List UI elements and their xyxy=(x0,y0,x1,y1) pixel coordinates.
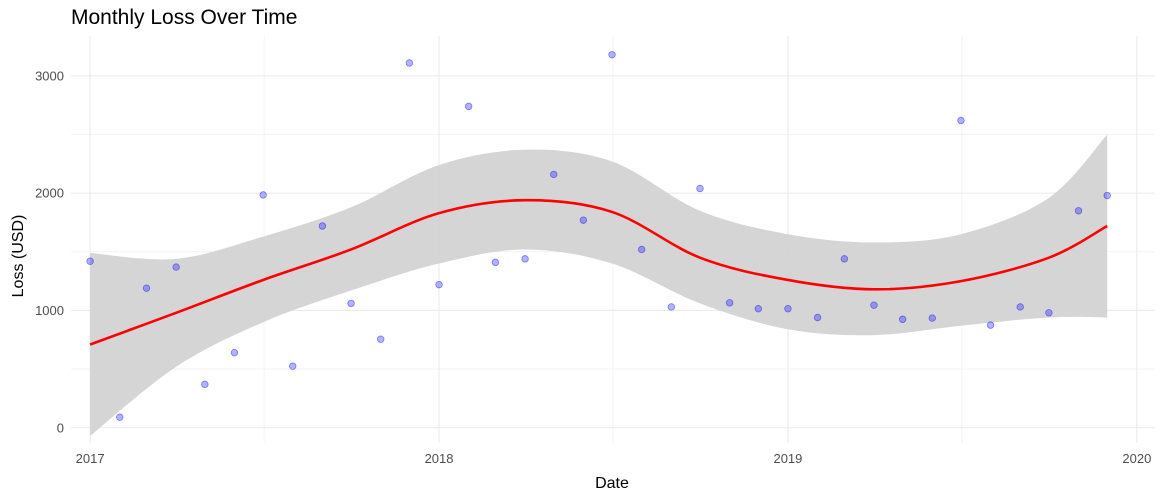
data-point xyxy=(986,321,995,329)
x-tick-labels: 2017 2018 2019 2020 xyxy=(76,451,1152,466)
data-point xyxy=(86,257,94,265)
data-point xyxy=(377,335,385,343)
x-tick-label: 2017 xyxy=(76,451,105,466)
data-point xyxy=(142,284,151,292)
data-point xyxy=(1103,191,1111,200)
data-point xyxy=(1016,303,1024,311)
data-point xyxy=(347,299,355,308)
data-point xyxy=(405,59,414,67)
data-point xyxy=(1045,309,1053,317)
y-tick-label: 0 xyxy=(57,420,64,435)
data-point xyxy=(550,170,558,179)
data-point xyxy=(813,313,822,322)
x-tick-label: 2020 xyxy=(1122,451,1151,466)
smooth-line xyxy=(89,198,1108,346)
data-point xyxy=(172,263,180,271)
data-point xyxy=(116,413,124,421)
data-point xyxy=(957,116,965,125)
data-point xyxy=(608,51,616,59)
data-point xyxy=(491,258,500,267)
confidence-band xyxy=(90,134,1108,436)
data-point xyxy=(259,191,267,199)
y-tick-label: 3000 xyxy=(35,68,64,83)
chart-title: Monthly Loss Over Time xyxy=(71,6,298,29)
data-point xyxy=(464,102,473,111)
data-point xyxy=(435,280,443,289)
data-point xyxy=(667,303,676,311)
data-point xyxy=(289,362,297,370)
x-tick-label: 2019 xyxy=(773,451,802,466)
x-tick-label: 2018 xyxy=(425,451,454,466)
y-tick-label: 2000 xyxy=(35,186,64,201)
y-tick-labels: 0 1000 2000 3000 xyxy=(35,68,64,435)
data-point xyxy=(840,255,849,263)
data-point xyxy=(637,245,646,254)
data-point xyxy=(521,255,529,263)
data-point xyxy=(898,315,907,323)
data-point xyxy=(754,305,762,313)
data-point xyxy=(725,299,734,307)
data-point xyxy=(928,314,936,322)
x-axis-title: Date xyxy=(595,475,629,492)
y-axis-title: Loss (USD) xyxy=(10,215,27,298)
data-point xyxy=(696,184,704,193)
confidence-band-area xyxy=(90,134,1108,436)
smooth-trend-line xyxy=(89,198,1108,346)
data-point xyxy=(579,216,588,224)
data-points xyxy=(86,51,1111,421)
data-point xyxy=(201,380,209,389)
data-point xyxy=(870,301,878,309)
data-point xyxy=(230,348,239,357)
y-tick-label: 1000 xyxy=(35,303,64,318)
data-point xyxy=(1074,207,1083,215)
data-point xyxy=(318,222,327,230)
data-point xyxy=(784,305,792,313)
